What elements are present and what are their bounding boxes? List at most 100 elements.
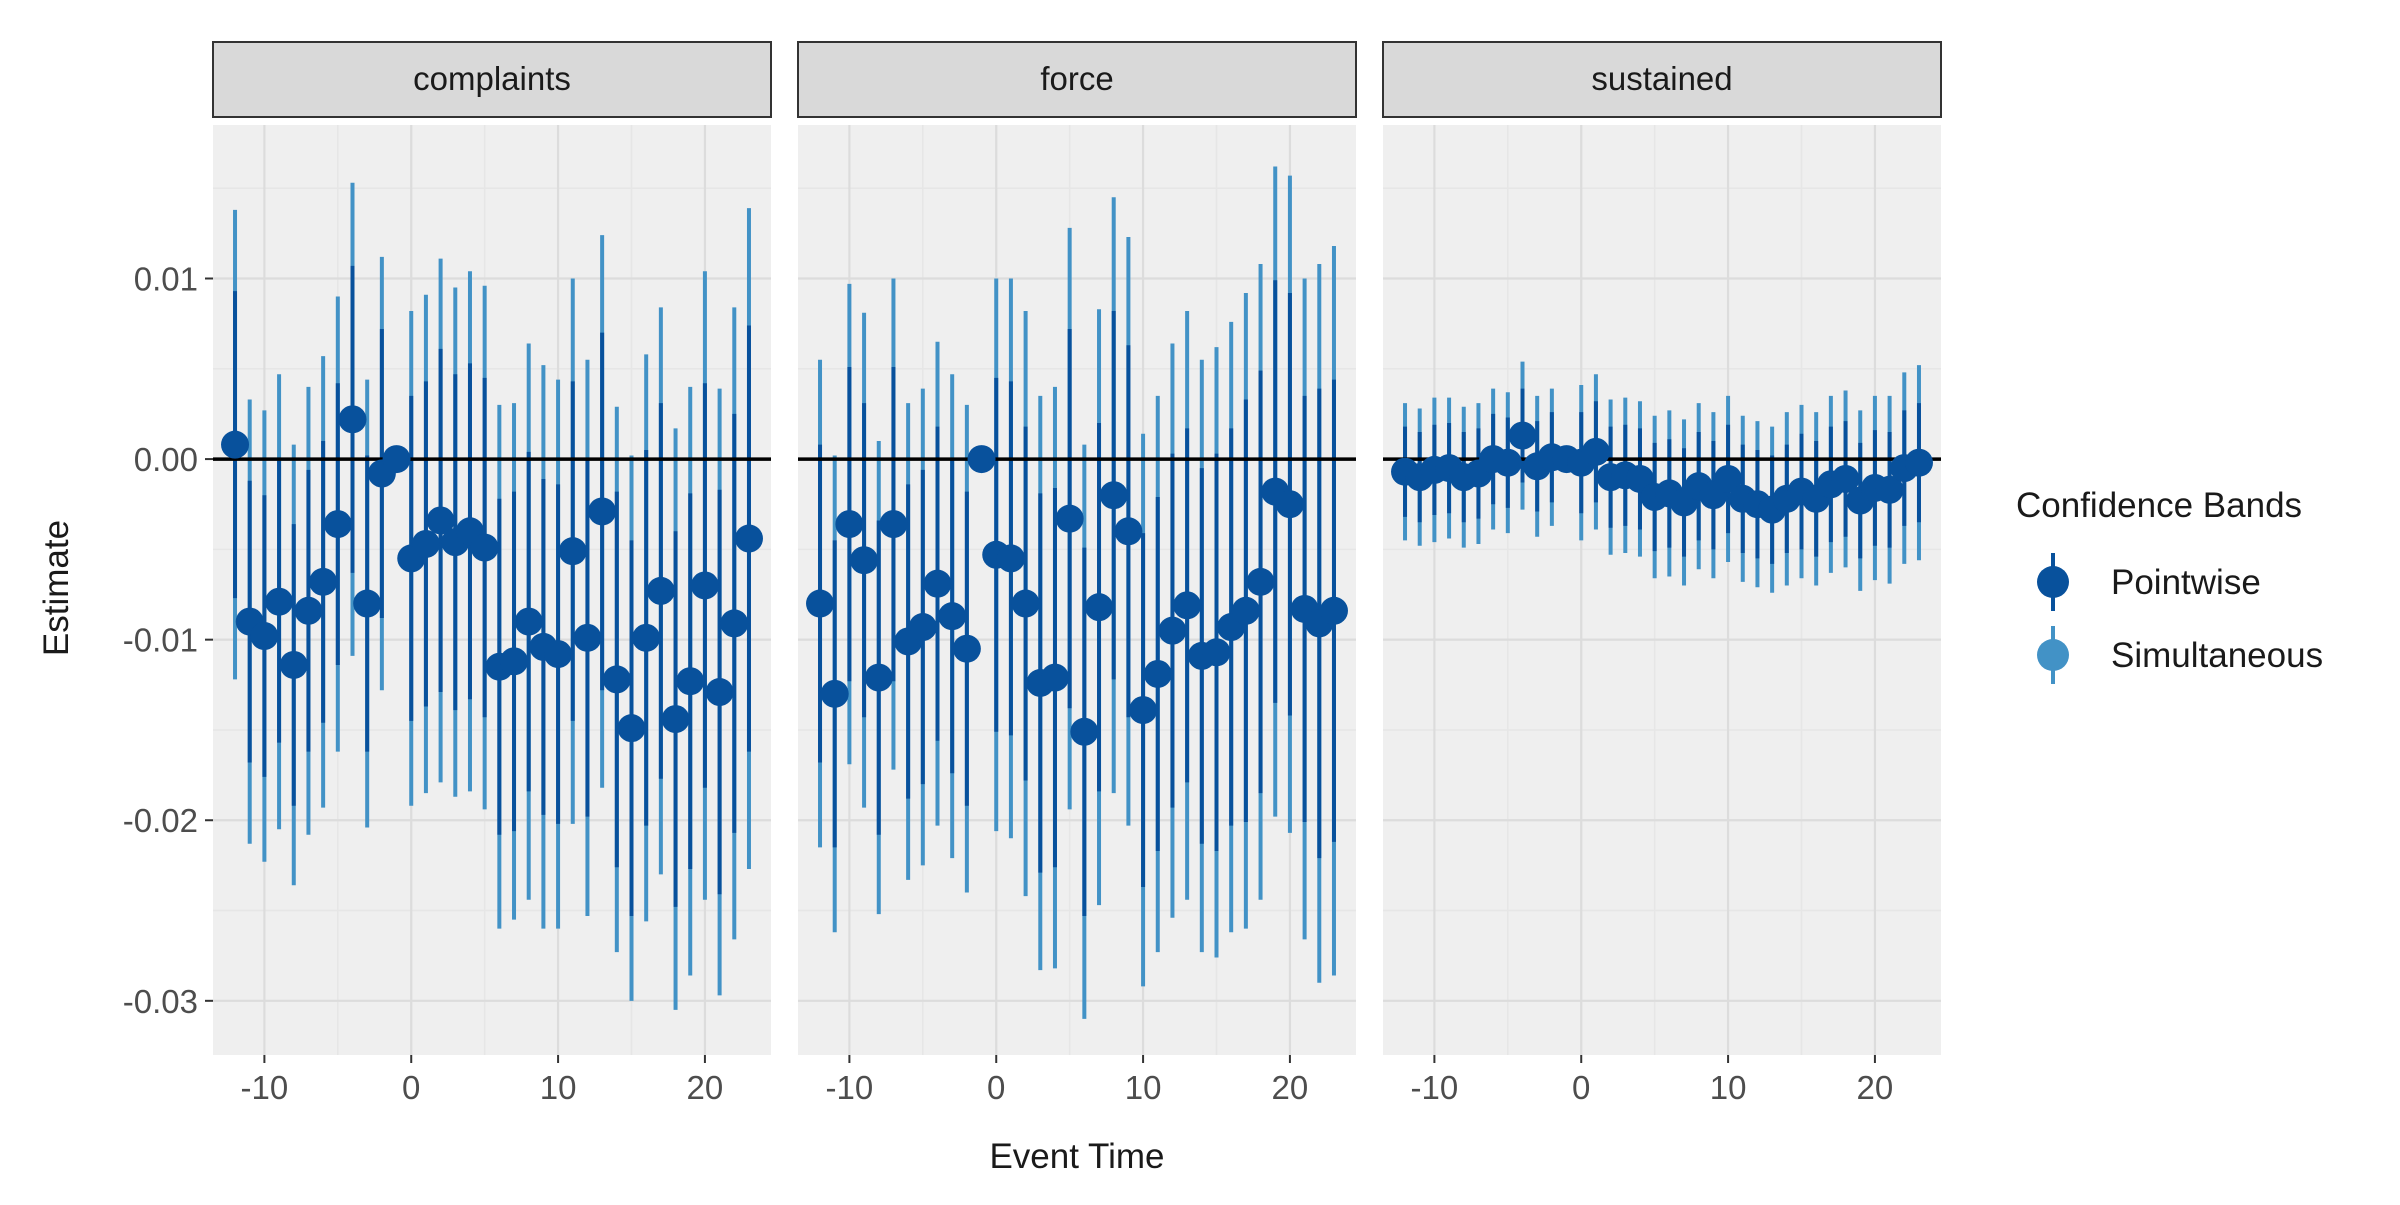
estimate-point <box>864 663 893 692</box>
estimate-point <box>514 607 543 636</box>
y-tick-label: -0.02 <box>123 802 198 839</box>
estimate-point <box>952 634 981 663</box>
facet-strip-label: sustained <box>1591 60 1732 97</box>
estimate-point <box>1143 659 1172 688</box>
x-tick-label: 10 <box>540 1069 577 1106</box>
x-tick-label: 0 <box>402 1069 420 1106</box>
x-tick-label: 10 <box>1125 1069 1162 1106</box>
facet-strip-label: complaints <box>413 60 571 97</box>
estimate-point <box>835 510 864 539</box>
x-tick-label: 20 <box>1272 1069 1309 1106</box>
x-tick-label: -10 <box>1411 1069 1459 1106</box>
estimate-point <box>353 589 382 618</box>
axes: Estimate Event Time 0.01 0.00 -0.01 -0.02 -0… <box>37 260 1165 1176</box>
estimate-point <box>1173 591 1202 620</box>
legend-key-simultaneous-point <box>2037 639 2069 671</box>
facet-sustained: sustained -10 0 10 20 <box>1382 41 1942 1106</box>
estimate-point <box>294 596 323 625</box>
estimate-point <box>470 533 499 562</box>
estimate-point <box>1275 490 1304 519</box>
estimate-point <box>382 445 411 474</box>
estimate-point <box>820 679 849 708</box>
estimate-point <box>221 430 250 459</box>
estimate-point <box>705 678 734 707</box>
x-tick-label: 0 <box>987 1069 1005 1106</box>
estimate-point <box>1202 638 1231 667</box>
estimate-point <box>908 613 937 642</box>
estimate-point <box>1158 616 1187 645</box>
estimate-point <box>279 650 308 679</box>
estimate-point <box>323 510 352 539</box>
estimate-point <box>1831 464 1860 493</box>
facet-strip <box>1382 41 1942 118</box>
estimate-point <box>588 497 617 526</box>
panel-background <box>213 125 771 1055</box>
estimate-point <box>265 587 294 616</box>
estimate-point <box>1904 448 1933 477</box>
estimate-point <box>1055 504 1084 533</box>
estimate-point <box>338 405 367 434</box>
estimate-point <box>309 567 338 596</box>
x-tick-label: 20 <box>687 1069 724 1106</box>
estimate-point <box>1011 589 1040 618</box>
estimate-point <box>676 667 705 696</box>
estimate-point <box>1319 596 1348 625</box>
estimate-point <box>967 445 996 474</box>
facet-complaints: complaints -10 0 10 20 <box>212 41 772 1106</box>
x-tick-label: -10 <box>826 1069 874 1106</box>
facet-strip <box>212 41 772 118</box>
y-tick-label: -0.03 <box>123 983 198 1020</box>
estimate-point <box>632 623 661 652</box>
facet-force: force -10 0 10 20 <box>797 41 1357 1106</box>
facet-strip-label: force <box>1040 60 1113 97</box>
estimate-point <box>879 510 908 539</box>
estimate-point <box>690 571 719 600</box>
estimate-point <box>1875 475 1904 504</box>
estimate-point <box>1129 696 1158 725</box>
estimate-point <box>1714 464 1743 493</box>
estimate-point <box>1246 567 1275 596</box>
estimate-point <box>602 665 631 694</box>
estimate-point <box>1040 663 1069 692</box>
estimate-point <box>411 529 440 558</box>
estimate-point <box>617 714 646 743</box>
estimate-point <box>938 602 967 631</box>
legend-item-simultaneous: Simultaneous <box>2037 626 2323 684</box>
estimate-point <box>558 537 587 566</box>
estimate-point <box>646 576 675 605</box>
estimate-point <box>426 506 455 535</box>
legend-label-pointwise: Pointwise <box>2111 563 2261 602</box>
estimate-point <box>1099 481 1128 510</box>
estimate-point <box>1114 517 1143 546</box>
legend-label-simultaneous: Simultaneous <box>2111 636 2323 675</box>
x-tick-label: 0 <box>1572 1069 1590 1106</box>
estimate-point <box>661 705 690 734</box>
estimate-point <box>1231 596 1260 625</box>
facet-strip <box>797 41 1357 118</box>
legend-title: Confidence Bands <box>2016 486 2302 525</box>
x-tick-label: 10 <box>1710 1069 1747 1106</box>
estimate-point <box>1581 437 1610 466</box>
panel-background <box>1383 125 1941 1055</box>
legend-item-pointwise: Pointwise <box>2037 553 2261 611</box>
estimate-point <box>500 647 529 676</box>
estimate-point <box>806 589 835 618</box>
legend: Confidence Bands Pointwise Simultaneous <box>2016 486 2323 684</box>
estimate-point <box>544 640 573 669</box>
panel-background <box>798 125 1356 1055</box>
estimate-point <box>1508 421 1537 450</box>
legend-key-pointwise-point <box>2037 566 2069 598</box>
y-tick-label: 0.01 <box>134 260 198 297</box>
x-tick-label: 20 <box>1857 1069 1894 1106</box>
estimate-point <box>1085 593 1114 622</box>
estimate-point <box>573 623 602 652</box>
estimate-point <box>720 609 749 638</box>
estimate-point <box>996 544 1025 573</box>
y-tick-label: 0.00 <box>134 441 198 478</box>
x-tick-label: -10 <box>241 1069 289 1106</box>
estimate-point <box>734 524 763 553</box>
estimate-point <box>1070 717 1099 746</box>
